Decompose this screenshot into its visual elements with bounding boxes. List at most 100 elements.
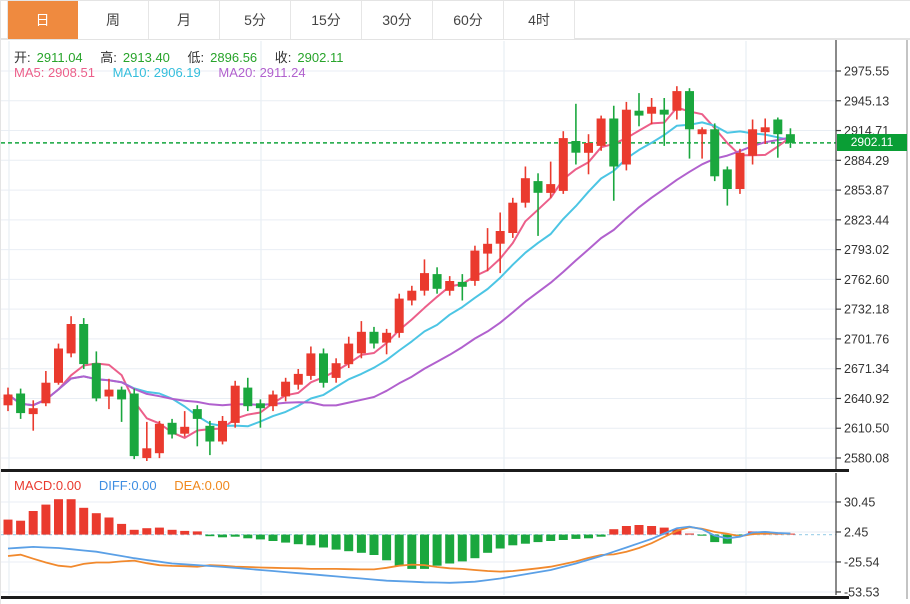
macd-bar — [281, 534, 291, 543]
candlestick — [508, 197, 518, 238]
macd-bar — [672, 529, 682, 535]
candlestick — [760, 118, 770, 144]
tab-15min[interactable]: 15分 — [291, 1, 362, 39]
axis-label: 2671.34 — [844, 362, 889, 376]
candlestick — [634, 93, 644, 127]
candlestick — [432, 267, 442, 294]
macd-bar — [735, 534, 745, 536]
macd-bar — [344, 534, 354, 552]
macd-bar — [331, 534, 341, 550]
candlestick — [129, 388, 139, 460]
tab-month[interactable]: 月 — [149, 1, 220, 39]
macd-bar — [129, 529, 139, 535]
axis-label: -53.53 — [844, 585, 879, 599]
candlestick — [773, 117, 783, 158]
macd-bar — [685, 533, 694, 535]
macd-bar — [483, 534, 493, 553]
macd-bar — [180, 530, 190, 535]
candlestick — [180, 411, 190, 437]
candlestick — [41, 371, 51, 407]
axis-label: 2580.08 — [844, 452, 889, 466]
candlestick — [609, 105, 619, 201]
candlestick — [785, 128, 795, 148]
candlestick — [319, 348, 328, 388]
candlestick — [420, 259, 429, 296]
candlestick — [382, 328, 392, 355]
macd-bar — [495, 534, 505, 549]
axis-label: 2732.18 — [844, 303, 889, 317]
candlestick — [520, 166, 530, 208]
macd-bar — [3, 519, 13, 535]
macd-bar — [356, 534, 366, 553]
macd-bar — [192, 531, 202, 535]
candlestick — [79, 318, 89, 369]
macd-bar — [558, 534, 568, 540]
candlestick — [91, 351, 101, 402]
macd-bar — [697, 534, 707, 536]
axis-label: 2945.13 — [844, 94, 889, 108]
macd-bar — [621, 526, 631, 535]
macd-bar — [394, 534, 404, 566]
macd-bar — [154, 527, 164, 535]
macd-bar — [293, 534, 303, 545]
candlestick — [142, 421, 152, 461]
macd-bar — [609, 529, 619, 535]
tab-5min[interactable]: 5分 — [220, 1, 291, 39]
candlestick — [685, 88, 694, 159]
macd-bar — [470, 534, 480, 559]
dea-line — [7, 526, 791, 573]
macd-bar — [407, 534, 417, 569]
macd-bar — [41, 504, 51, 535]
macd-bar — [420, 534, 429, 569]
macd-bar — [54, 499, 63, 535]
candlestick — [722, 166, 732, 206]
candlestick — [621, 101, 631, 171]
candlestick — [205, 420, 215, 456]
tab-day[interactable]: 日 — [7, 1, 78, 39]
candlestick — [243, 377, 253, 412]
last-price-tag: 2902.11 — [837, 134, 907, 152]
candlestick — [268, 390, 278, 412]
candlestick — [533, 173, 543, 236]
macd-bar — [28, 511, 38, 535]
candlestick — [483, 228, 493, 272]
candlestick — [647, 98, 657, 125]
axis-label: 2793.02 — [844, 243, 889, 257]
macd-bar — [91, 513, 101, 535]
candlestick — [457, 274, 467, 301]
candlestick — [394, 293, 404, 338]
axis-label: -25.54 — [844, 555, 879, 569]
candlestick — [306, 346, 316, 380]
candlestick — [558, 131, 568, 194]
candlestick — [255, 399, 265, 428]
macd-bar — [268, 534, 278, 541]
axis-label: 2.45 — [844, 525, 868, 539]
candlestick — [571, 103, 581, 165]
macd-bar — [445, 534, 455, 564]
macd-bar — [117, 523, 127, 535]
tab-4hour[interactable]: 4时 — [504, 1, 575, 39]
tab-week[interactable]: 周 — [78, 1, 149, 39]
macd-bar — [596, 534, 606, 537]
candlestick — [748, 119, 758, 165]
axis-label: 2762.60 — [844, 273, 889, 287]
tab-60min[interactable]: 60分 — [433, 1, 504, 39]
macd-bar — [218, 534, 227, 538]
macd-bar — [659, 527, 669, 535]
macd-bar — [255, 534, 265, 540]
macd-bar — [457, 534, 467, 562]
candlestick — [445, 276, 455, 296]
candlestick — [167, 418, 177, 439]
tab-30min[interactable]: 30分 — [362, 1, 433, 39]
macd-bar — [66, 499, 76, 535]
macd-bar — [710, 534, 720, 543]
macd-bar — [104, 517, 114, 535]
candlestick — [331, 358, 341, 383]
macd-bar — [16, 520, 26, 535]
macd-bar — [243, 534, 253, 539]
candlestick — [117, 386, 127, 422]
macd-bar — [571, 534, 581, 539]
macd-bar — [647, 526, 657, 535]
